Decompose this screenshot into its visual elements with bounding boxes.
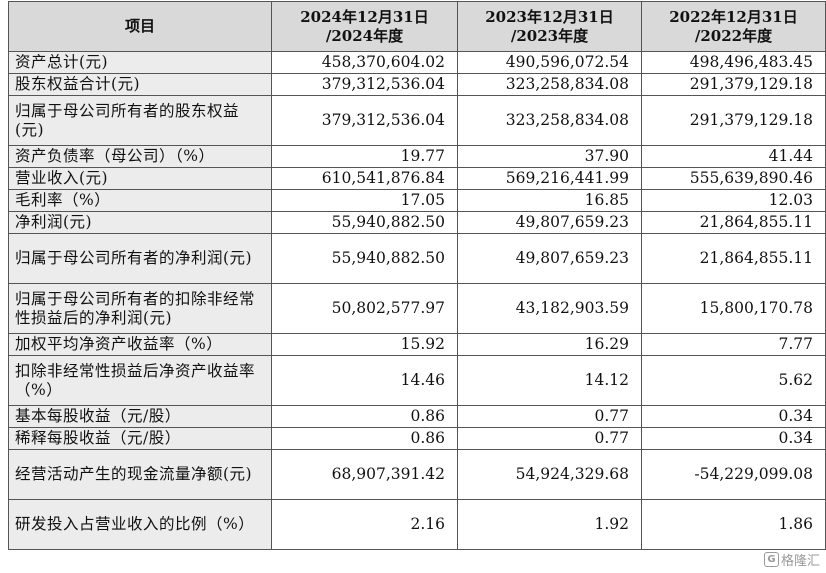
table-header-row: 项目 2024年12月31日 /2024年度 2023年12月31日 /2023… bbox=[8, 1, 826, 52]
row-value: 16.85 bbox=[457, 189, 642, 212]
table-row: 扣除非经常性损益后净资产收益率（%） 14.46 14.12 5.62 bbox=[8, 355, 826, 406]
row-label: 归属于母公司所有者的股东权益(元) bbox=[8, 95, 272, 146]
header-2023: 2023年12月31日 /2023年度 bbox=[457, 1, 642, 52]
row-value: 2.16 bbox=[271, 499, 458, 550]
row-value: 16.29 bbox=[457, 333, 642, 356]
table-row: 研发投入占营业收入的比例（%） 2.16 1.92 1.86 bbox=[8, 499, 826, 550]
row-label: 归属于母公司所有者的扣除非经常性损益后的净利润(元) bbox=[8, 283, 272, 334]
row-value: 323,258,834.08 bbox=[457, 95, 642, 146]
table-row: 归属于母公司所有者的扣除非经常性损益后的净利润(元) 50,802,577.97 4… bbox=[8, 283, 826, 334]
table-row: 加权平均净资产收益率（%） 15.92 16.29 7.77 bbox=[8, 333, 826, 356]
row-label: 股东权益合计(元) bbox=[8, 73, 272, 96]
table-row: 毛利率（%） 17.05 16.85 12.03 bbox=[8, 189, 826, 212]
row-label: 净利润(元) bbox=[8, 211, 272, 234]
watermark-text: 格隆汇 bbox=[780, 554, 820, 569]
table-row: 股东权益合计(元) 379,312,536.04 323,258,834.08 291… bbox=[8, 73, 826, 96]
row-label: 归属于母公司所有者的净利润(元) bbox=[8, 233, 272, 284]
row-value: 458,370,604.02 bbox=[271, 51, 458, 74]
row-value: 17.05 bbox=[271, 189, 458, 212]
row-value: 610,541,876.84 bbox=[271, 167, 458, 190]
row-label: 营业收入(元) bbox=[8, 167, 272, 190]
row-label: 毛利率（%） bbox=[8, 189, 272, 212]
table-row: 基本每股收益（元/股） 0.86 0.77 0.34 bbox=[8, 405, 826, 428]
row-value: 68,907,391.42 bbox=[271, 449, 458, 500]
row-value: 43,182,903.59 bbox=[457, 283, 642, 334]
row-value: 41.44 bbox=[641, 145, 826, 168]
row-label: 经营活动产生的现金流量净额(元) bbox=[8, 449, 272, 500]
row-value: 0.77 bbox=[457, 405, 642, 428]
row-value: 21,864,855.11 bbox=[641, 233, 826, 284]
table-row: 营业收入(元) 610,541,876.84 569,216,441.99 555,6… bbox=[8, 167, 826, 190]
row-value: 323,258,834.08 bbox=[457, 73, 642, 96]
row-value: 55,940,882.50 bbox=[271, 211, 458, 234]
row-value: 569,216,441.99 bbox=[457, 167, 642, 190]
table-row: 资产总计(元) 458,370,604.02 490,596,072.54 498,4… bbox=[8, 51, 826, 74]
table-row: 净利润(元) 55,940,882.50 49,807,659.23 21,864,8… bbox=[8, 211, 826, 234]
watermark: G 格隆汇 bbox=[763, 550, 820, 569]
row-value: 49,807,659.23 bbox=[457, 211, 642, 234]
row-value: 291,379,129.18 bbox=[641, 95, 826, 146]
row-value: 0.86 bbox=[271, 405, 458, 428]
row-value: 379,312,536.04 bbox=[271, 95, 458, 146]
row-value: 0.86 bbox=[271, 427, 458, 450]
table-row: 经营活动产生的现金流量净额(元) 68,907,391.42 54,924,329.… bbox=[8, 449, 826, 500]
row-value: 555,639,890.46 bbox=[641, 167, 826, 190]
row-value: 21,864,855.11 bbox=[641, 211, 826, 234]
row-value: 379,312,536.04 bbox=[271, 73, 458, 96]
row-value: 1.92 bbox=[457, 499, 642, 550]
header-2024: 2024年12月31日 /2024年度 bbox=[271, 1, 458, 52]
header-2022: 2022年12月31日 /2022年度 bbox=[641, 1, 826, 52]
header-item: 项目 bbox=[8, 1, 272, 52]
row-value: 49,807,659.23 bbox=[457, 233, 642, 284]
row-label: 基本每股收益（元/股） bbox=[8, 405, 272, 428]
table-row: 归属于母公司所有者的股东权益(元) 379,312,536.04 323,258,8… bbox=[8, 95, 826, 146]
row-value: 15.92 bbox=[271, 333, 458, 356]
row-value: 7.77 bbox=[641, 333, 826, 356]
row-value: 0.34 bbox=[641, 427, 826, 450]
watermark-logo-icon: G bbox=[763, 552, 779, 567]
row-value: 0.34 bbox=[641, 405, 826, 428]
row-value: 14.12 bbox=[457, 355, 642, 406]
row-value: 5.62 bbox=[641, 355, 826, 406]
row-label: 加权平均净资产收益率（%） bbox=[8, 333, 272, 356]
row-value: 291,379,129.18 bbox=[641, 73, 826, 96]
table-row: 归属于母公司所有者的净利润(元) 55,940,882.50 49,807,659.… bbox=[8, 233, 826, 284]
row-value: 19.77 bbox=[271, 145, 458, 168]
table-row: 稀释每股收益（元/股） 0.86 0.77 0.34 bbox=[8, 427, 826, 450]
row-value: 14.46 bbox=[271, 355, 458, 406]
row-value: 498,496,483.45 bbox=[641, 51, 826, 74]
financial-data-table: 项目 2024年12月31日 /2024年度 2023年12月31日 /2023… bbox=[8, 1, 826, 550]
row-value: -54,229,099.08 bbox=[641, 449, 826, 500]
row-value: 55,940,882.50 bbox=[271, 233, 458, 284]
row-label: 资产总计(元) bbox=[8, 51, 272, 74]
row-value: 37.90 bbox=[457, 145, 642, 168]
row-label: 扣除非经常性损益后净资产收益率（%） bbox=[8, 355, 272, 406]
row-value: 12.03 bbox=[641, 189, 826, 212]
row-value: 54,924,329.68 bbox=[457, 449, 642, 500]
row-value: 15,800,170.78 bbox=[641, 283, 826, 334]
row-label: 稀释每股收益（元/股） bbox=[8, 427, 272, 450]
row-label: 研发投入占营业收入的比例（%） bbox=[8, 499, 272, 550]
row-value: 0.77 bbox=[457, 427, 642, 450]
row-value: 50,802,577.97 bbox=[271, 283, 458, 334]
table-row: 资产负债率（母公司）（%） 19.77 37.90 41.44 bbox=[8, 145, 826, 168]
row-value: 1.86 bbox=[641, 499, 826, 550]
row-label: 资产负债率（母公司）（%） bbox=[8, 145, 272, 168]
row-value: 490,596,072.54 bbox=[457, 51, 642, 74]
